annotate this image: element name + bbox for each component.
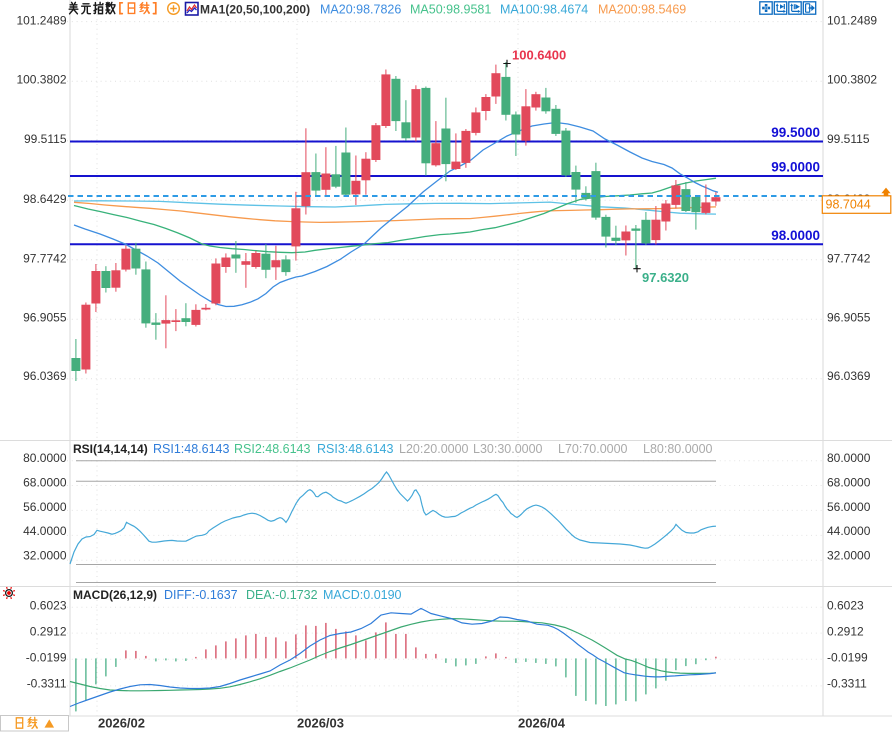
svg-text:MA20:98.7826: MA20:98.7826 [320,3,401,17]
svg-text:97.6320: 97.6320 [642,270,689,285]
svg-text:2026/03: 2026/03 [297,716,344,731]
svg-text:-0.0199: -0.0199 [827,651,868,665]
svg-text:32.0000: 32.0000 [23,548,67,562]
svg-text:MA200:98.5469: MA200:98.5469 [598,3,686,17]
svg-text:RSI3:48.6143: RSI3:48.6143 [317,442,393,456]
svg-text:80.0000: 80.0000 [23,451,67,465]
svg-text:-0.3311: -0.3311 [27,677,67,691]
svg-text:0.6023: 0.6023 [30,599,67,613]
svg-text:99.5000: 99.5000 [771,125,820,140]
svg-text:DIFF:-0.1637: DIFF:-0.1637 [164,588,238,602]
svg-text:MA100:98.4674: MA100:98.4674 [500,3,588,17]
svg-text:56.0000: 56.0000 [827,500,871,514]
svg-text:L70:70.0000: L70:70.0000 [558,442,628,456]
svg-text:MA50:98.9581: MA50:98.9581 [410,3,491,17]
svg-text:99.5115: 99.5115 [24,132,67,146]
svg-text:99.5115: 99.5115 [827,132,870,146]
svg-text:97.7742: 97.7742 [827,251,871,265]
svg-text:96.9055: 96.9055 [827,310,871,324]
svg-text:L80:80.0000: L80:80.0000 [643,442,713,456]
svg-text:MACD(26,12,9): MACD(26,12,9) [73,588,157,602]
svg-text:96.0369: 96.0369 [827,369,871,383]
svg-text:96.0369: 96.0369 [23,369,67,383]
svg-text:2026/04: 2026/04 [518,716,566,731]
svg-text:32.0000: 32.0000 [827,548,871,562]
svg-text:DEA:-0.1732: DEA:-0.1732 [246,588,318,602]
svg-text:0.2912: 0.2912 [30,625,67,639]
svg-text:L30:30.0000: L30:30.0000 [473,442,543,456]
svg-text:101.2489: 101.2489 [827,14,877,28]
svg-text:L20:20.0000: L20:20.0000 [399,442,469,456]
svg-text:100.3802: 100.3802 [16,72,66,86]
svg-text:100.3802: 100.3802 [827,72,877,86]
svg-text:44.0000: 44.0000 [827,524,871,538]
svg-text:2026/02: 2026/02 [98,716,145,731]
svg-text:100.6400: 100.6400 [512,48,566,63]
svg-text:80.0000: 80.0000 [827,451,871,465]
svg-text:RSI(14,14,14): RSI(14,14,14) [73,442,148,456]
svg-text:0.2912: 0.2912 [827,625,864,639]
svg-text:RSI2:48.6143: RSI2:48.6143 [234,442,310,456]
svg-text:-0.3311: -0.3311 [827,677,867,691]
svg-text:68.0000: 68.0000 [23,475,67,489]
svg-text:101.2489: 101.2489 [16,14,66,28]
svg-text:97.7742: 97.7742 [23,251,67,265]
svg-text:44.0000: 44.0000 [23,524,67,538]
svg-text:98.0000: 98.0000 [771,228,820,243]
svg-text:0.6023: 0.6023 [827,599,864,613]
svg-text:MA1(20,50,100,200): MA1(20,50,100,200) [200,3,310,17]
svg-text:98.6429: 98.6429 [23,192,67,206]
svg-text:RSI1:48.6143: RSI1:48.6143 [153,442,229,456]
svg-text:-0.0199: -0.0199 [26,651,67,665]
svg-text:99.0000: 99.0000 [771,160,820,175]
svg-text:98.7044: 98.7044 [826,197,871,211]
svg-text:96.9055: 96.9055 [23,310,67,324]
svg-text:68.0000: 68.0000 [827,475,871,489]
svg-text:56.0000: 56.0000 [23,500,67,514]
svg-text:MACD:0.0190: MACD:0.0190 [323,588,402,602]
